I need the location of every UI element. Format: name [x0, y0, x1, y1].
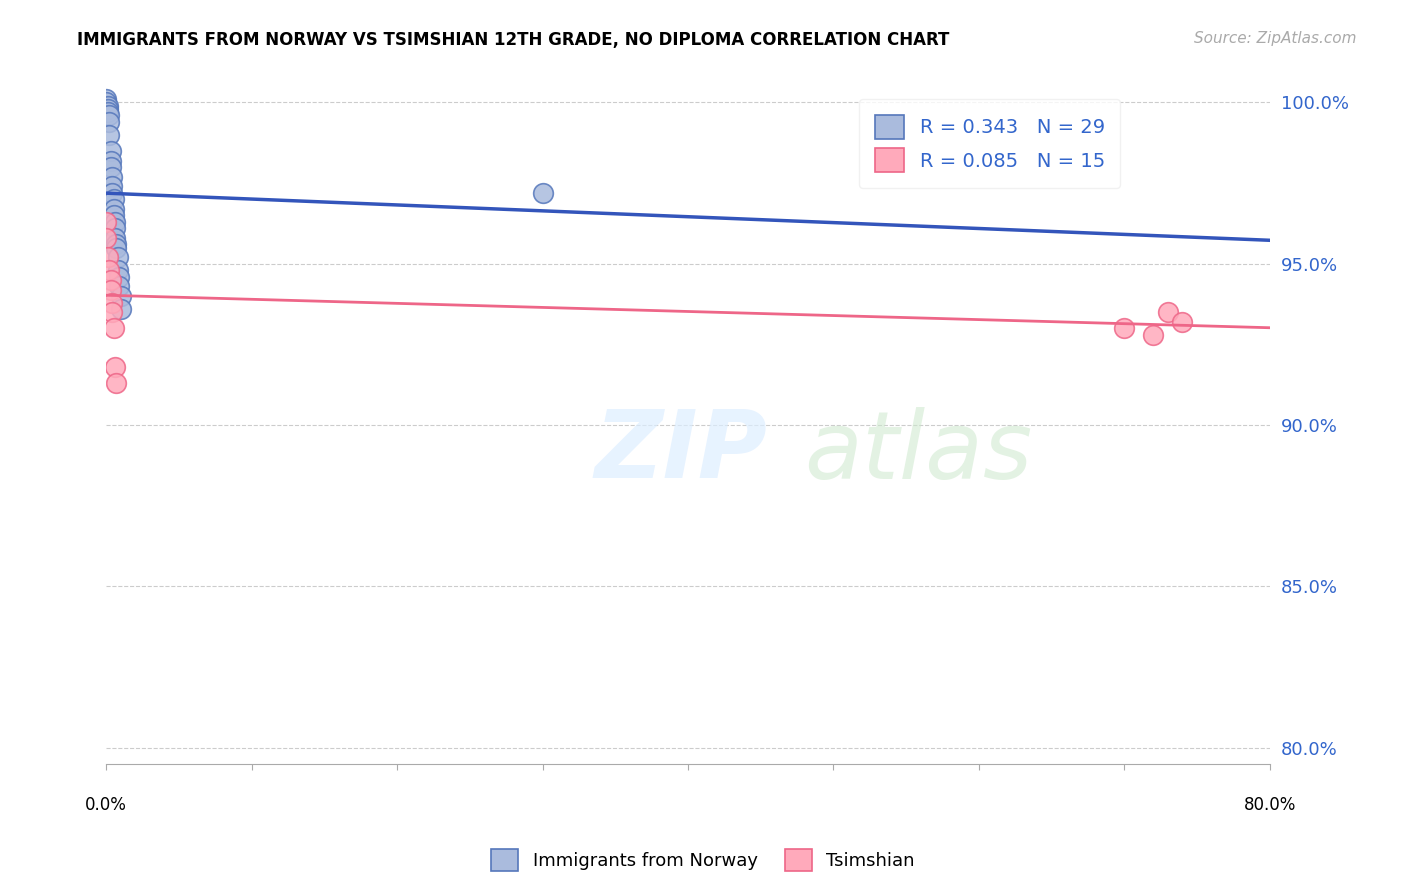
Point	[108, 279, 131, 293]
Text: IMMIGRANTS FROM NORWAY VS TSIMSHIAN 12TH GRADE, NO DIPLOMA CORRELATION CHART: IMMIGRANTS FROM NORWAY VS TSIMSHIAN 12TH…	[77, 31, 949, 49]
Point	[105, 241, 128, 255]
Point	[101, 186, 124, 200]
Point	[100, 153, 122, 168]
Point	[101, 305, 124, 319]
Point	[104, 231, 127, 245]
Point	[96, 95, 118, 110]
Text: Source: ZipAtlas.com: Source: ZipAtlas.com	[1194, 31, 1357, 46]
Point	[97, 105, 120, 120]
Point	[105, 376, 128, 391]
Text: 0.0%: 0.0%	[86, 797, 127, 814]
Point	[1157, 305, 1180, 319]
Point	[107, 263, 129, 277]
Point	[103, 192, 125, 206]
Point	[98, 115, 121, 129]
Point	[98, 263, 121, 277]
Point	[100, 144, 122, 158]
Point	[1171, 315, 1194, 329]
Point	[96, 92, 118, 106]
Point	[96, 231, 118, 245]
Point	[97, 99, 120, 113]
Point	[97, 251, 120, 265]
Point	[1114, 321, 1136, 335]
Point	[104, 221, 127, 235]
Point	[100, 283, 122, 297]
Point	[103, 202, 125, 216]
Point	[105, 237, 128, 252]
Text: ZIP: ZIP	[595, 406, 768, 499]
Point	[98, 128, 121, 142]
Point	[98, 108, 121, 122]
Point	[101, 179, 124, 194]
Text: atlas: atlas	[804, 407, 1032, 498]
Point	[104, 215, 127, 229]
Point	[110, 289, 132, 303]
Point	[1142, 327, 1164, 342]
Point	[104, 359, 127, 374]
Point	[103, 208, 125, 222]
Legend: Immigrants from Norway, Tsimshian: Immigrants from Norway, Tsimshian	[484, 842, 922, 879]
Point	[101, 295, 124, 310]
Point	[100, 273, 122, 287]
Point	[100, 160, 122, 174]
Point	[103, 321, 125, 335]
Point	[101, 169, 124, 184]
Point	[97, 102, 120, 116]
Point	[107, 251, 129, 265]
Legend: R = 0.343   N = 29, R = 0.085   N = 15: R = 0.343 N = 29, R = 0.085 N = 15	[859, 100, 1121, 187]
Point	[531, 186, 554, 200]
Point	[96, 215, 118, 229]
Point	[110, 301, 132, 316]
Text: 80.0%: 80.0%	[1243, 797, 1296, 814]
Point	[108, 269, 131, 284]
